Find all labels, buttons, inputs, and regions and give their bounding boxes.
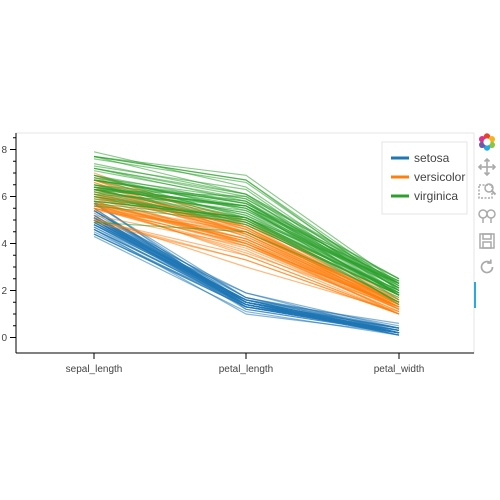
virginica-line [93, 193, 400, 296]
series-lines [93, 151, 400, 336]
y-tick-label: 2 [1, 286, 7, 297]
setosa-line [93, 235, 400, 336]
setosa-line [93, 228, 400, 334]
pan-icon[interactable] [477, 157, 497, 177]
legend-label-setosa: setosa [414, 151, 450, 165]
virginica-line [93, 221, 400, 299]
x-ticks: sepal_length petal_length petal_width [66, 353, 425, 375]
save-icon[interactable] [477, 231, 497, 251]
versicolor-line [93, 202, 400, 308]
setosa-line [93, 233, 400, 334]
legend-box [381, 141, 468, 215]
virginica-line [93, 191, 400, 284]
setosa-line [93, 212, 400, 334]
legend-label-virginica: virginica [414, 189, 458, 203]
wheel-zoom-icon[interactable] [477, 206, 497, 226]
y-tick-label: 6 [1, 192, 7, 203]
bokeh-logo-icon [477, 132, 497, 152]
reset-icon[interactable] [477, 257, 497, 277]
virginica-line [93, 177, 400, 284]
versicolor-line [93, 207, 400, 315]
x-tick-label: petal_width [374, 364, 425, 375]
setosa-line [93, 217, 400, 334]
virginica-line [93, 188, 400, 294]
x-tick-label: sepal_length [66, 364, 123, 375]
active-tool-indicator [474, 282, 476, 308]
versicolor-line [93, 219, 400, 315]
x-tick-label: petal_length [219, 364, 274, 375]
virginica-line [93, 158, 400, 289]
y-tick-label: 0 [1, 333, 7, 344]
versicolor-line [93, 202, 400, 315]
versicolor-line [93, 217, 400, 313]
y-tick-label: 4 [1, 239, 7, 250]
virginica-line [93, 195, 400, 296]
virginica-line [93, 186, 400, 296]
virginica-line [93, 179, 400, 280]
versicolor-line [93, 202, 400, 308]
y-tick-label: 8 [1, 145, 7, 156]
virginica-line [93, 184, 400, 292]
versicolor-line [93, 207, 400, 313]
legend: setosa versicolor virginica [381, 141, 468, 215]
virginica-line [93, 198, 400, 296]
virginica-line [93, 179, 400, 282]
virginica-line [93, 155, 400, 284]
series-virginica [93, 151, 400, 306]
virginica-line [93, 167, 400, 301]
setosa-line [93, 219, 400, 334]
box-zoom-icon[interactable] [477, 181, 497, 201]
y-ticks: 0 2 4 6 8 [1, 137, 16, 344]
legend-label-versicolor: versicolor [414, 170, 465, 184]
series-setosa [93, 200, 400, 336]
